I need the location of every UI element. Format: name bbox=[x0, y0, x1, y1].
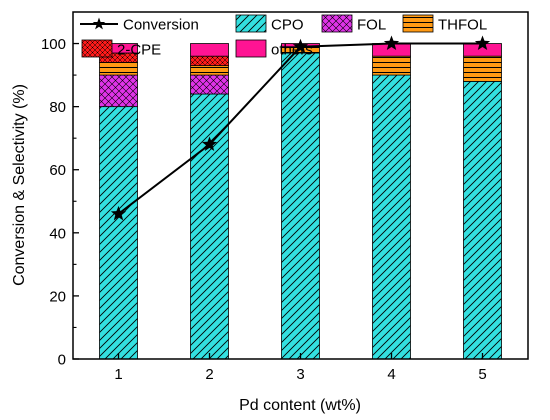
legend-label-2-cpe: 2-CPE bbox=[117, 42, 161, 59]
bar-segment-thfol-5 bbox=[463, 55, 502, 82]
bar-segment-cpo-3 bbox=[281, 52, 320, 360]
x-tick-label-4: 4 bbox=[387, 366, 395, 383]
legend-label-cpo: CPO bbox=[271, 17, 304, 34]
x-tick-label-3: 3 bbox=[296, 366, 304, 383]
legend-item-thfol: THFOL bbox=[402, 14, 487, 34]
conversion-point-3 bbox=[292, 38, 309, 54]
bar-segment-thfol-4 bbox=[372, 55, 411, 76]
bar-segment-cpo-2 bbox=[190, 93, 229, 360]
bar-segment-cpo-5 bbox=[463, 81, 502, 360]
x-tick-label-2: 2 bbox=[205, 366, 213, 383]
legend-item-others: others bbox=[235, 39, 313, 59]
legend-label-others: others bbox=[271, 42, 313, 59]
legend-label-conversion: Conversion bbox=[123, 17, 199, 34]
y-tick-label-20: 20 bbox=[49, 288, 66, 305]
legend-item-fol: FOL bbox=[321, 14, 386, 34]
x-tick-label-1: 1 bbox=[114, 366, 122, 383]
legend-label-fol: FOL bbox=[357, 17, 386, 34]
legend-item-2-cpe: 2-CPE bbox=[81, 39, 161, 59]
bar-segment-fol-1 bbox=[99, 74, 138, 108]
bar-segment-fol-2 bbox=[190, 74, 229, 95]
y-tick-label-100: 100 bbox=[41, 36, 66, 53]
conversion-point-2 bbox=[201, 136, 218, 151]
x-tick-label-5: 5 bbox=[478, 366, 486, 383]
y-tick-label-40: 40 bbox=[49, 225, 66, 242]
legend: Conversion CPO FOL THFOL 2-CPE others bbox=[80, 14, 487, 59]
bar-segment-2-cpe-2 bbox=[190, 55, 229, 67]
y-tick-label-80: 80 bbox=[49, 99, 66, 116]
legend-star-marker bbox=[92, 17, 106, 30]
axes: 0 20 40 60 80 100 1 2 3 4 5 bbox=[41, 36, 487, 383]
conversion-point-4 bbox=[383, 35, 400, 51]
legend-item-conversion: Conversion bbox=[80, 17, 199, 34]
conversion-point-1 bbox=[110, 205, 127, 221]
x-axis-label: Pd content (wt%) bbox=[239, 397, 361, 414]
conversion-point-5 bbox=[474, 35, 491, 51]
y-tick-label-0: 0 bbox=[58, 352, 66, 369]
bar-segment-cpo-1 bbox=[99, 106, 138, 360]
legend-item-cpo: CPO bbox=[235, 14, 304, 34]
bar-segment-cpo-4 bbox=[372, 74, 411, 360]
bar-segment-thfol-2 bbox=[190, 65, 229, 76]
y-tick-label-60: 60 bbox=[49, 162, 66, 179]
bar-segment-others-2 bbox=[190, 43, 229, 57]
bar-segment-thfol-1 bbox=[99, 62, 138, 76]
legend-label-thfol: THFOL bbox=[438, 17, 487, 34]
conversion-line-layer bbox=[110, 35, 491, 221]
bar-stacks bbox=[99, 43, 502, 360]
y-axis-label: Conversion & Selectivity (%) bbox=[11, 84, 28, 286]
